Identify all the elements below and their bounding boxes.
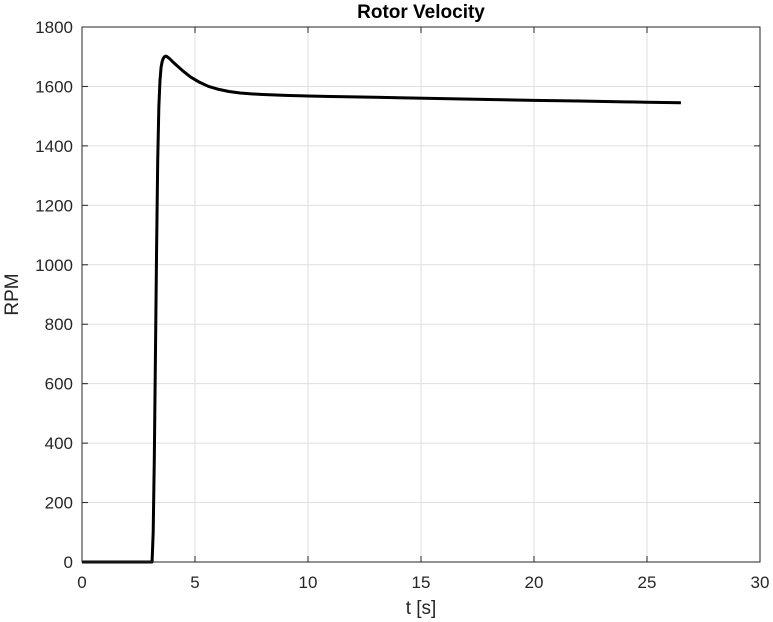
series-line-0 [82, 54, 681, 564]
y-tick-label: 0 [64, 553, 73, 572]
y-tick-label: 600 [45, 375, 73, 394]
x-tick-label: 25 [638, 573, 657, 592]
y-tick-label: 1000 [35, 256, 73, 275]
y-tick-label: 400 [45, 434, 73, 453]
series-layer [82, 54, 681, 564]
y-tick-label: 1400 [35, 137, 73, 156]
x-axis-label: t [s] [406, 598, 437, 619]
x-tick-labels: 0 5 10 15 20 25 30 [77, 573, 769, 592]
y-tick-label: 1600 [35, 77, 73, 96]
x-tick-label: 5 [190, 573, 199, 592]
x-tick-label: 10 [299, 573, 318, 592]
x-tick-label: 15 [412, 573, 431, 592]
x-tick-label: 20 [525, 573, 544, 592]
plot-frame [81, 26, 761, 563]
y-tick-label: 1200 [35, 196, 73, 215]
chart-title: Rotor Velocity [357, 2, 485, 23]
x-tick-label: 30 [751, 573, 770, 592]
y-tick-label: 800 [45, 315, 73, 334]
y-tick-labels: 0 200 400 600 800 1000 1200 1400 1600 1800 [35, 18, 73, 572]
x-tick-label: 0 [77, 573, 86, 592]
grid-lines [81, 26, 761, 563]
y-tick-label: 1800 [35, 18, 73, 37]
y-axis-label: RPM [2, 273, 23, 315]
y-tick-label: 200 [45, 494, 73, 513]
